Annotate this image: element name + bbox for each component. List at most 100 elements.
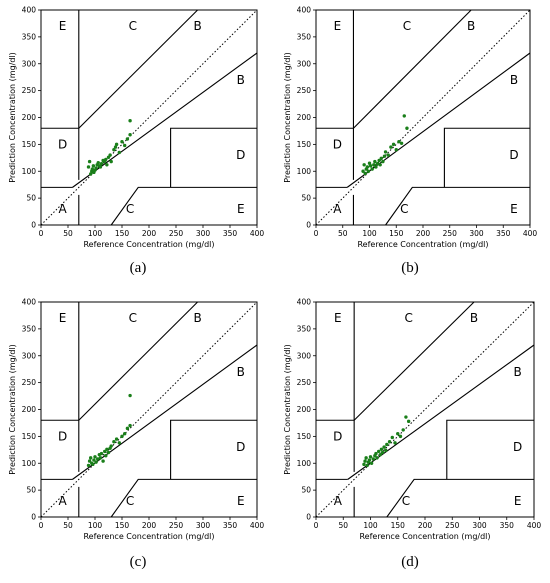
- data-point: [379, 156, 383, 161]
- y-tick-label: 100: [22, 167, 37, 176]
- region-label-a: A: [58, 202, 67, 216]
- data-point: [372, 163, 376, 167]
- data-point: [379, 447, 384, 451]
- data-point: [393, 441, 397, 445]
- y-axis-label: Prediction Concentration (mg/dl): [283, 344, 292, 475]
- x-tick-label: 50: [63, 229, 73, 238]
- x-tick-label: 200: [416, 229, 431, 238]
- data-point: [109, 159, 113, 164]
- data-point: [128, 133, 132, 137]
- data-point: [363, 459, 367, 463]
- data-point: [378, 452, 383, 457]
- data-point: [373, 159, 377, 164]
- x-tick-label: 150: [115, 521, 130, 530]
- data-point: [128, 119, 132, 123]
- region-label-c: C: [126, 202, 134, 216]
- data-point: [104, 454, 108, 458]
- region-label-e: E: [334, 311, 342, 325]
- x-tick-label: 50: [338, 521, 348, 530]
- identity-line: [315, 301, 535, 518]
- y-tick-label: 400: [22, 6, 37, 15]
- x-tick-label: 0: [39, 521, 44, 530]
- data-point: [368, 455, 373, 459]
- data-point: [384, 448, 388, 453]
- data-point: [376, 449, 381, 454]
- data-point: [378, 163, 382, 167]
- x-tick-label: 150: [115, 229, 130, 238]
- data-point: [86, 463, 91, 468]
- data-point: [88, 456, 93, 460]
- data-point: [399, 141, 404, 145]
- y-tick-label: 150: [22, 140, 37, 149]
- y-tick-label: 400: [297, 298, 312, 307]
- data-point: [390, 435, 394, 440]
- y-tick-label: 50: [26, 194, 36, 203]
- x-tick-label: 0: [314, 521, 319, 530]
- data-point: [87, 459, 92, 463]
- y-axis-label: Prediction Concentration (mg/dl): [283, 52, 292, 183]
- identity-line: [315, 9, 531, 226]
- y-tick-label: 150: [22, 432, 37, 441]
- data-point: [362, 163, 366, 167]
- data-point: [114, 142, 119, 147]
- data-point: [99, 451, 104, 456]
- region-label-c: C: [129, 19, 137, 33]
- y-tick-label: 250: [22, 86, 37, 95]
- y-tick-label: 350: [22, 32, 37, 41]
- data-point: [367, 161, 372, 165]
- region-label-e: E: [59, 19, 67, 33]
- x-axis-label: Reference Concentration (mg/dl): [359, 532, 490, 541]
- x-tick-label: 200: [142, 229, 157, 238]
- data-point: [93, 455, 97, 459]
- data-point: [374, 451, 378, 456]
- zone-boundary: [353, 301, 475, 421]
- data-point: [88, 172, 93, 176]
- x-tick-label: 0: [39, 229, 44, 238]
- y-tick-label: 0: [306, 221, 311, 230]
- y-tick-label: 150: [297, 140, 312, 149]
- region-label-d: D: [58, 137, 67, 151]
- data-point: [123, 143, 127, 148]
- data-point: [401, 428, 405, 432]
- zone-boundary: [78, 301, 198, 421]
- y-tick-label: 300: [297, 351, 312, 360]
- data-point: [367, 458, 372, 462]
- region-label-d: D: [509, 148, 518, 162]
- zone-boundary: [110, 186, 257, 226]
- x-tick-label: 350: [496, 229, 511, 238]
- region-label-d: D: [513, 440, 522, 454]
- region-label-b: B: [237, 73, 245, 87]
- data-point: [113, 145, 118, 149]
- y-tick-label: 200: [297, 113, 312, 122]
- y-tick-label: 0: [31, 513, 36, 522]
- data-point: [398, 434, 403, 439]
- data-point: [394, 148, 398, 152]
- x-tick-label: 400: [250, 229, 265, 238]
- zone-boundary: [72, 344, 258, 480]
- identity-line: [40, 301, 258, 518]
- zone-boundary: [170, 419, 257, 480]
- y-tick-label: 300: [22, 351, 37, 360]
- data-point: [405, 126, 409, 130]
- data-point: [387, 440, 392, 444]
- data-point: [370, 167, 374, 171]
- data-point: [99, 162, 104, 166]
- data-point: [402, 114, 406, 118]
- data-point: [125, 426, 130, 431]
- region-label-a: A: [58, 494, 67, 508]
- data-point: [105, 447, 109, 451]
- data-point: [368, 164, 373, 168]
- data-point: [114, 437, 119, 441]
- y-tick-label: 200: [297, 405, 312, 414]
- data-point: [92, 458, 96, 462]
- region-label-e: E: [514, 494, 522, 508]
- y-tick-label: 300: [297, 59, 312, 68]
- data-point: [365, 165, 370, 169]
- x-tick-label: 300: [472, 521, 487, 530]
- data-point: [86, 165, 91, 169]
- region-label-b: B: [514, 365, 522, 379]
- x-tick-label: 0: [314, 229, 319, 238]
- y-tick-label: 400: [297, 6, 312, 15]
- region-label-b: B: [467, 19, 475, 33]
